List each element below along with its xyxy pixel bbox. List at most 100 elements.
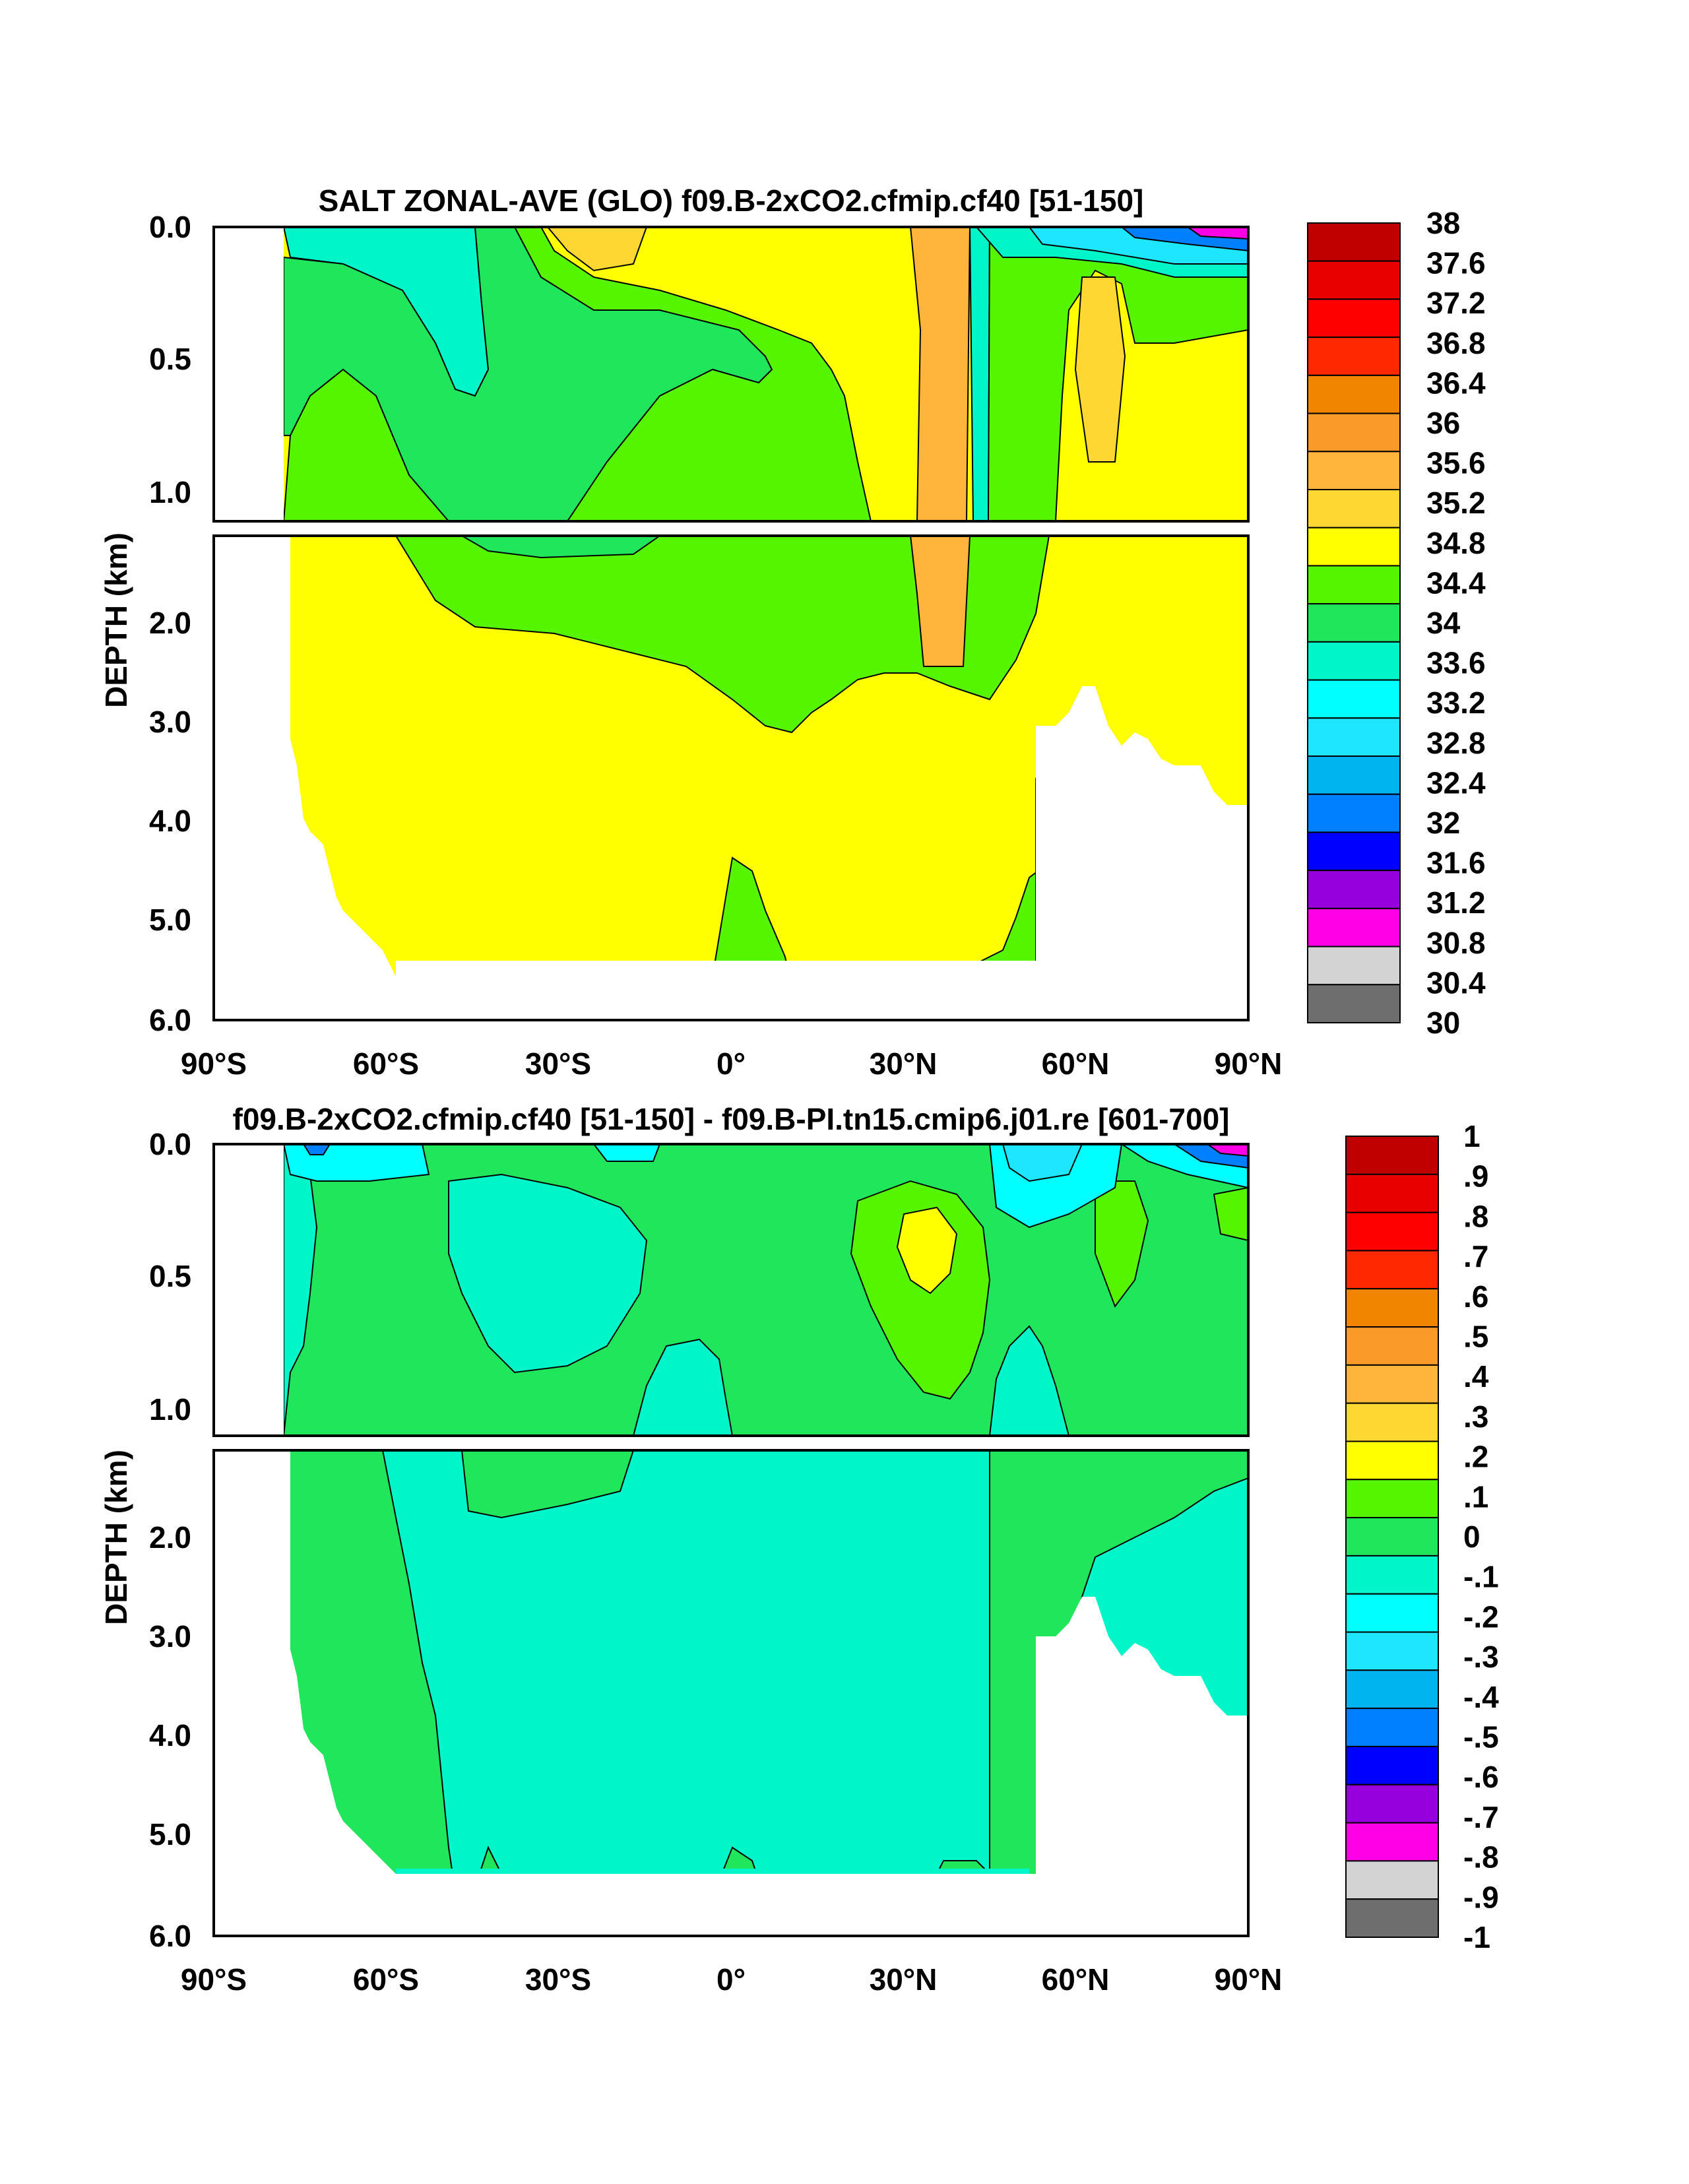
colorbar-swatch [1307,679,1401,719]
difference-y-tick-label: 1.0 [149,1392,191,1427]
colorbar-swatch [1307,793,1401,833]
colorbar-swatch [1307,603,1401,643]
colorbar-swatch [1345,1822,1439,1862]
difference-region-0.2-eastern [1095,1180,1149,1308]
difference-y-tick-label: 6.0 [149,1919,191,1953]
salinity-bottom-fill-overwrite [396,941,449,961]
colorbar-swatch [1307,298,1401,338]
colorbar-swatch [1307,337,1401,376]
salinity-y-tick-label: 0.5 [149,342,191,376]
colorbar-swatch [1307,946,1401,986]
salinity-panel: SALT ZONAL-AVE (GLO) f09.B-2xCO2.cfmip.c… [99,183,1486,1081]
colorbar-swatch [1307,527,1401,567]
colorbar-swatch [1307,717,1401,757]
salinity-upper-field [214,227,1248,521]
colorbar-label: .2 [1463,1440,1488,1474]
salinity-region-34.4-central [513,227,872,521]
salinity-lower-field [214,536,1248,1020]
difference-panel: f09.B-2xCO2.cfmip.cf40 [51-150] - f09.B-… [99,1102,1499,1997]
difference-region-neg0.8-arctic [1206,1144,1248,1157]
colorbar-label: 36.8 [1426,326,1486,360]
difference-x-tick-label: 30°N [870,1962,938,1997]
colorbar-label: 30.8 [1426,926,1486,960]
salinity-land-mask-antarctic-upper [214,227,284,521]
difference-upper-field [214,1144,1248,1436]
colorbar-swatch [1345,1517,1439,1557]
salinity-region-31.2-arctic [1186,227,1248,240]
colorbar-swatch [1345,1479,1439,1519]
colorbar-label: 30.4 [1426,965,1486,1000]
colorbar-label: -.6 [1463,1760,1499,1794]
difference-land-mask-bottom [396,1874,1036,1936]
colorbar-label: .9 [1463,1159,1488,1194]
salinity-x-tick-label: 90°S [181,1046,247,1081]
colorbar-swatch [1345,1288,1439,1328]
difference-upper-frame [212,1143,1250,1437]
salinity-region-35.6-deep-column [909,536,971,667]
salinity-region-34.0-shelf [460,536,661,559]
colorbar-swatch [1345,1860,1439,1900]
colorbar-swatch [1307,451,1401,490]
colorbar-swatch [1345,1593,1439,1633]
colorbar-label: 0 [1463,1520,1481,1554]
salinity-x-tick-label: 60°S [353,1046,419,1081]
difference-x-tick-label: 60°N [1042,1962,1110,1997]
colorbar-swatch [1307,412,1401,453]
difference-y-tick-label: 0.5 [149,1259,191,1293]
colorbar-label: 33.2 [1426,686,1486,720]
colorbar-swatch [1307,755,1401,795]
colorbar-swatch [1345,1631,1439,1671]
colorbar-label: 32 [1426,806,1460,840]
salinity-region-34.4-deep [395,536,1050,734]
colorbar-label: 32.8 [1426,726,1486,760]
colorbar-label: 32.4 [1426,765,1486,800]
salinity-x-tick-label: 60°N [1042,1046,1110,1081]
colorbar-swatch [1307,489,1401,529]
colorbar-swatch [1345,1783,1439,1824]
colorbar-label: 34 [1426,606,1461,640]
colorbar-swatch [1345,1211,1439,1252]
colorbar-label: .6 [1463,1279,1488,1314]
salinity-x-axis: 90°S 60°S 30°S 0° 30°N 60°N 90°N [181,1046,1283,1081]
colorbar-swatch [1307,222,1401,262]
salinity-colorbar: 38 37.6 37.2 36.8 36.4 36 35.6 35.2 34.8 34.4 34 33… [1307,206,1486,1040]
colorbar-label: .4 [1463,1359,1489,1394]
salinity-panel-title: SALT ZONAL-AVE (GLO) f09.B-2xCO2.cfmip.c… [319,183,1144,218]
colorbar-swatch [1307,907,1401,947]
salinity-y-tick-label: 6.0 [149,1003,191,1037]
colorbar-label: 1 [1463,1119,1481,1153]
difference-colorbar: 1 .9 .8 .7 .6 .5 .4 .3 .2 .1 0 -.1 -.2 -.3 -.4 -.5 -.6 -.… [1345,1119,1499,1954]
difference-bottom-fill-overwrite [396,1869,1029,1874]
colorbar-swatch [1307,374,1401,414]
difference-y-tick-label: 4.0 [149,1718,191,1752]
colorbar-swatch [1345,1708,1439,1747]
colorbar-swatch [1307,641,1401,681]
salinity-y-axis-label: DEPTH (km) [99,532,133,708]
difference-land-mask-antarctic-upper [214,1144,284,1436]
colorbar-label: .1 [1463,1479,1488,1514]
salinity-region-35.2-patch [546,227,648,272]
difference-land-mask-south [214,1450,396,1936]
difference-y-tick-label: 0.0 [149,1127,191,1161]
colorbar-label: .3 [1463,1399,1488,1434]
salinity-lower-frame [212,534,1250,1021]
salinity-x-tick-label: 90°N [1215,1046,1283,1081]
colorbar-swatch [1345,1669,1439,1710]
salinity-region-35.2-north [1074,276,1126,463]
difference-region-0.3-tropics [896,1206,958,1295]
colorbar-label: 36.4 [1426,366,1486,400]
colorbar-label: 35.6 [1426,446,1486,480]
difference-region-0-upper-south [283,1144,318,1436]
salinity-x-tick-label: 30°S [525,1046,591,1081]
difference-y-axis: 0.0 0.5 1.0 2.0 3.0 4.0 5.0 6.0 DEPTH (k… [99,1127,191,1953]
colorbar-label: -.8 [1463,1840,1499,1875]
colorbar-swatch [1307,260,1401,300]
colorbar-swatch [1345,1555,1439,1595]
salinity-upper-frame [212,226,1250,523]
colorbar-swatch [1345,1326,1439,1366]
difference-region-neg0.3-surface-north [1002,1144,1083,1182]
salinity-y-axis: 0.0 0.5 1.0 2.0 3.0 4.0 5.0 6.0 DEPTH (k… [99,210,191,1037]
colorbar-label: -.3 [1463,1640,1499,1674]
difference-lower-frame [212,1449,1250,1937]
